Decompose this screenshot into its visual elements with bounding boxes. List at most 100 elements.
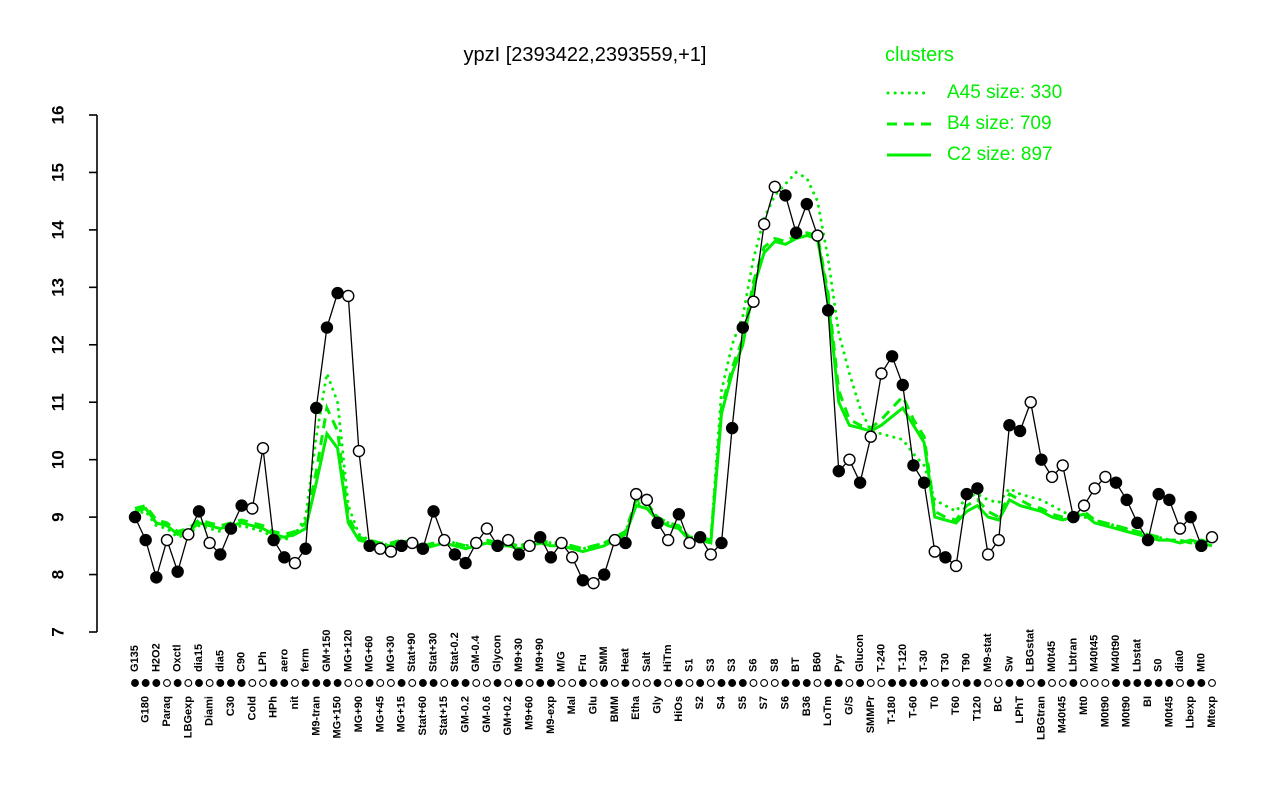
data-point-open [704, 548, 718, 561]
symbol-row-point [1208, 679, 1216, 687]
x-category-label: BC [993, 696, 1005, 712]
data-point-filled [821, 304, 835, 317]
symbol-row-point [1005, 679, 1014, 687]
data-point-filled [1195, 539, 1208, 553]
symbol-row-point [248, 679, 257, 687]
symbol-row-point [1037, 679, 1046, 687]
data-point-open [160, 533, 174, 547]
y-tick-label: 9 [49, 512, 68, 521]
symbol-row-point [493, 679, 502, 687]
cluster-curve-dotted [133, 170, 1214, 551]
x-category-label: BI [1142, 696, 1154, 707]
data-point-open [1099, 470, 1112, 484]
x-category-label: GM+150 [321, 630, 333, 673]
symbol-row-point [994, 679, 1003, 687]
x-category-label: S5 [737, 696, 749, 709]
solid-line-icon [887, 153, 931, 157]
data-point-filled [171, 565, 184, 578]
x-category-label: S8 [769, 659, 781, 672]
data-point-filled [1035, 453, 1048, 466]
x-category-label: MG+30 [385, 636, 397, 672]
symbol-row-point [962, 679, 971, 687]
data-point-filled [299, 542, 312, 555]
data-point-filled [320, 321, 334, 334]
symbol-row-point [472, 679, 481, 687]
symbol-row-point [930, 679, 939, 687]
data-point-filled [960, 487, 973, 501]
x-category-label: BT [790, 657, 802, 672]
symbol-row-point [706, 679, 715, 687]
x-category-label: dia5 [214, 650, 226, 672]
symbol-row-point [152, 679, 161, 687]
data-point-filled [363, 539, 376, 553]
x-category-label: G/S [843, 696, 855, 715]
data-point-filled [491, 539, 504, 553]
symbol-row-point [173, 679, 182, 687]
x-category-label: LPhT [1014, 696, 1026, 724]
data-point-filled [779, 189, 792, 202]
data-point-open [661, 533, 675, 547]
x-category-label: M9-exp [545, 696, 557, 734]
data-point-filled [278, 551, 291, 564]
symbol-row-point [674, 679, 683, 687]
x-category-label: GM-0.4 [470, 634, 482, 672]
x-category-label: Stat+30 [428, 633, 440, 672]
data-point-open [843, 453, 856, 466]
data-point-open [288, 556, 302, 570]
y-tick-label: 14 [49, 220, 68, 239]
symbol-row-point [888, 679, 897, 687]
symbol-row-point [856, 679, 865, 687]
data-point-open [523, 539, 536, 553]
symbol-row-point [610, 679, 619, 687]
symbol-row-point [141, 679, 150, 687]
data-point-open [374, 542, 387, 555]
data-point-filled [235, 499, 248, 512]
x-category-label: Salt [641, 651, 653, 672]
x-category-label: Lbstat [1131, 639, 1143, 672]
symbol-row-point [333, 679, 342, 687]
data-point-open [438, 533, 451, 547]
x-category-label: dia0 [1174, 650, 1186, 672]
y-tick-label: 8 [49, 570, 68, 579]
symbol-row-point [291, 679, 299, 687]
x-category-label: G135 [129, 645, 141, 672]
data-point-open [992, 533, 1005, 547]
x-category-label: Diami [204, 696, 216, 726]
data-point-filled [310, 401, 323, 415]
symbol-row-point [344, 679, 353, 687]
symbol-row-point [813, 679, 822, 687]
data-point-filled [651, 516, 664, 530]
x-category-label: S1 [683, 659, 695, 672]
symbol-row-point [770, 679, 779, 687]
symbol-row-point [1154, 679, 1163, 687]
x-category-label: S6 [779, 696, 791, 709]
data-point-filled [672, 508, 686, 521]
data-point-filled [1003, 419, 1016, 432]
symbol-row-point [642, 679, 651, 687]
data-point-open [502, 533, 515, 547]
symbol-row-point [365, 679, 374, 687]
data-point-open [555, 536, 568, 550]
symbol-row-point [312, 679, 321, 687]
symbol-row-point [1186, 679, 1195, 687]
symbol-row-point [1197, 679, 1206, 687]
dashed-line-icon [887, 122, 931, 126]
symbol-row-point [280, 679, 289, 687]
x-category-label: M9+30 [513, 638, 525, 672]
data-point-filled [448, 548, 462, 561]
y-tick-label: 11 [49, 393, 68, 411]
x-category-label: H2O2 [150, 643, 162, 672]
symbol-row-point [621, 679, 630, 687]
x-category-label: MG+150 [332, 696, 344, 739]
symbol-row-point [973, 679, 982, 687]
x-category-label: M40t45 [1057, 696, 1069, 733]
symbol-row-point [1016, 679, 1025, 687]
data-point-open [1077, 499, 1091, 512]
legend: clusters A45 size: 330 B4 size: 709 C2 s… [885, 44, 1062, 166]
data-point-filled [128, 510, 142, 524]
symbol-row-point [781, 679, 790, 687]
symbol-row-point [1101, 679, 1110, 687]
data-point-open [246, 502, 259, 515]
data-point-filled [416, 542, 430, 555]
